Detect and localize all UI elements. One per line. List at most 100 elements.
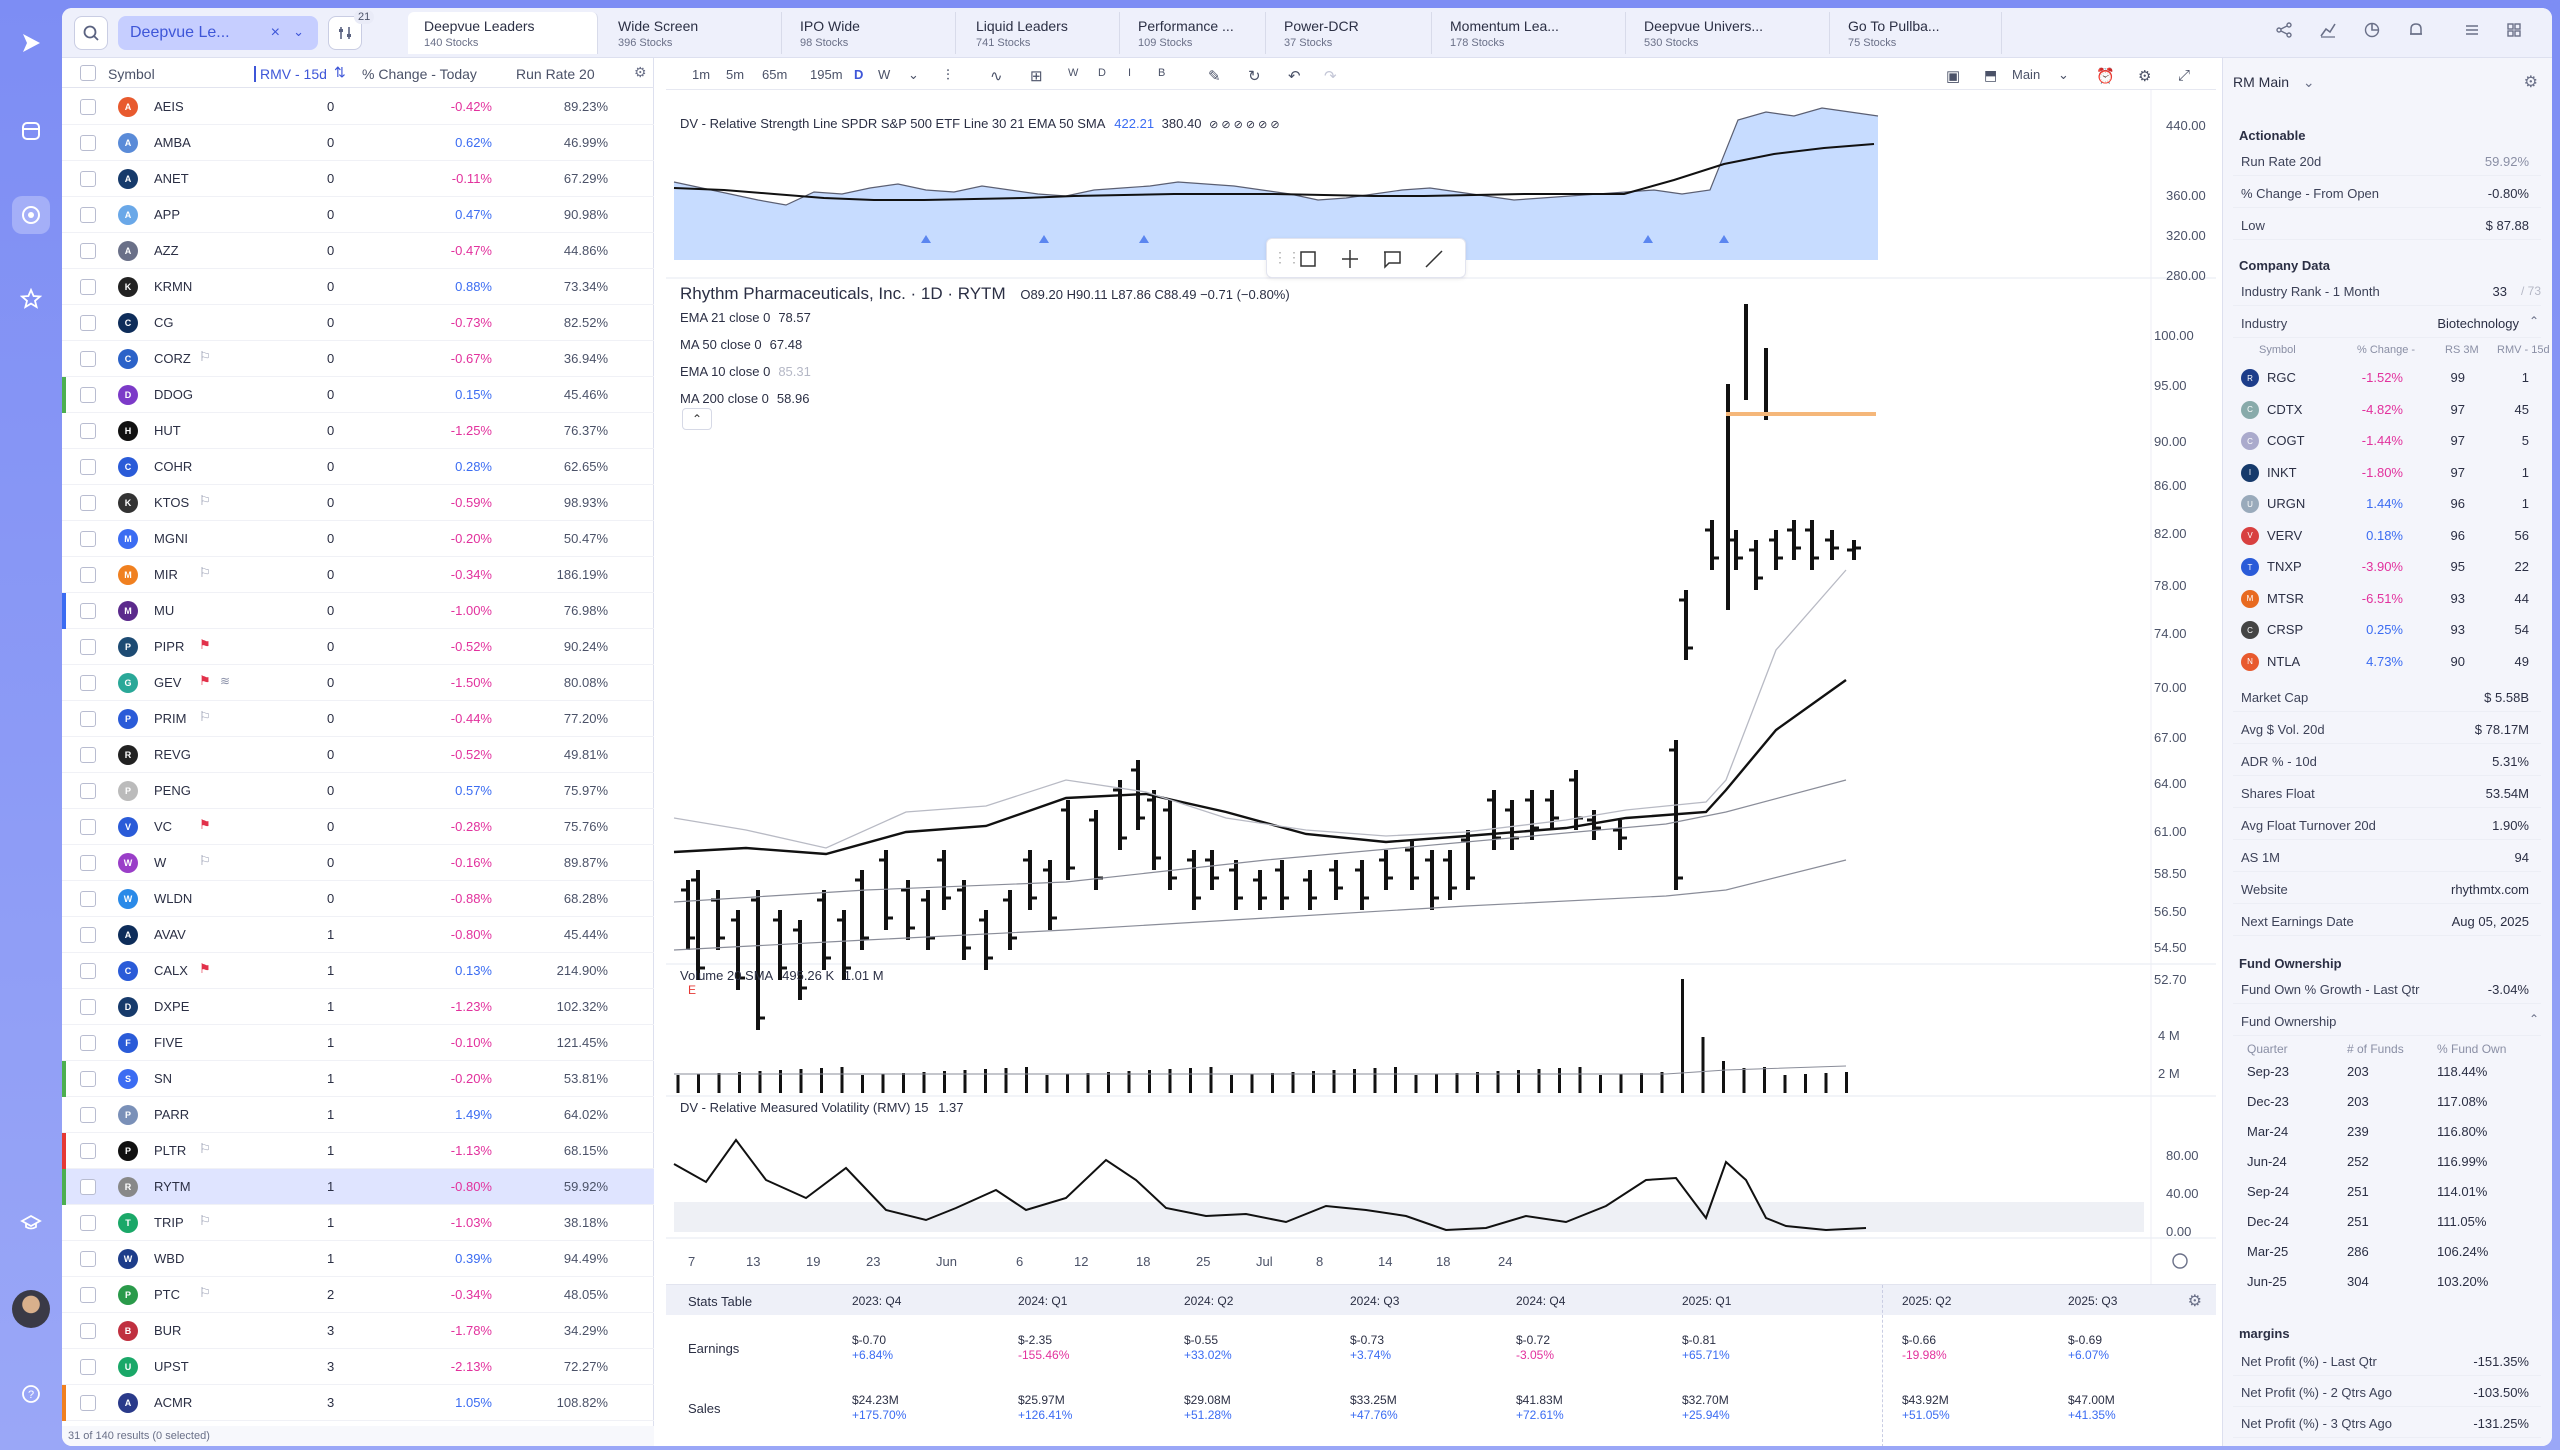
- chart-canvas[interactable]: 440.00 360.00 320.00 280.00 100.00 95.00 90.00…: [666, 90, 2216, 1284]
- table-row[interactable]: P PTC ⚐ 2 -0.34% 48.05%: [62, 1277, 654, 1313]
- fund-subheader[interactable]: Fund Ownership ⌃: [2233, 1006, 2541, 1036]
- row-checkbox[interactable]: [80, 1035, 96, 1051]
- row-checkbox[interactable]: [80, 999, 96, 1015]
- row-checkbox[interactable]: [80, 1215, 96, 1231]
- education-icon[interactable]: [12, 1204, 50, 1242]
- row-checkbox[interactable]: [80, 675, 96, 691]
- collapse-legend-button[interactable]: ⌃: [682, 408, 712, 430]
- compare-icon[interactable]: ⊞: [1030, 68, 1043, 85]
- table-row[interactable]: M MIR ⚐ 0 -0.34% 186.19%: [62, 557, 654, 593]
- panel-settings-icon[interactable]: ⚙: [2523, 74, 2538, 91]
- drag-handle-icon[interactable]: ⋮⋮: [1273, 249, 1301, 265]
- flag-icon[interactable]: ⚑: [199, 817, 211, 832]
- interval-3[interactable]: 195m: [810, 67, 843, 82]
- row-checkbox[interactable]: [80, 207, 96, 223]
- table-row[interactable]: P PLTR ⚐ 1 -1.13% 68.15%: [62, 1133, 654, 1169]
- row-checkbox[interactable]: [80, 783, 96, 799]
- table-row[interactable]: A APP 0 0.47% 90.98%: [62, 197, 654, 233]
- chevron-down-icon[interactable]: ⌄: [2302, 74, 2315, 90]
- col-change[interactable]: % Change - Today: [362, 66, 477, 82]
- industry-row[interactable]: I INKT -1.80% 97 1: [2233, 457, 2541, 488]
- table-row[interactable]: A ANET 0 -0.11% 67.29%: [62, 161, 654, 197]
- tab-8[interactable]: Go To Pullba... 75 Stocks: [1832, 12, 2002, 54]
- tab-4[interactable]: Performance ... 109 Stocks: [1122, 12, 1266, 54]
- table-row[interactable]: C CG 0 -0.73% 82.52%: [62, 305, 654, 341]
- stats-settings-icon[interactable]: ⚙: [2187, 1293, 2202, 1310]
- sort-arrow-icon[interactable]: ⇅: [334, 64, 346, 80]
- row-checkbox[interactable]: [80, 1287, 96, 1303]
- share-icon[interactable]: [2272, 21, 2296, 45]
- table-row[interactable]: P PIPR ⚑ 0 -0.52% 90.24%: [62, 629, 654, 665]
- line-chart-icon[interactable]: [2316, 21, 2340, 45]
- interval-0[interactable]: 1m: [692, 67, 711, 82]
- col-rmv[interactable]: RMV - 15d: [254, 66, 327, 82]
- interval-2[interactable]: 65m: [762, 67, 788, 82]
- measure-tool-icon[interactable]: [1339, 248, 1361, 270]
- tab-7[interactable]: Deepvue Univers... 530 Stocks: [1628, 12, 1830, 54]
- table-row[interactable]: C COHR 0 0.28% 62.65%: [62, 449, 654, 485]
- tab-0[interactable]: Deepvue Leaders 140 Stocks: [408, 12, 598, 54]
- redo-icon[interactable]: ↷: [1324, 68, 1337, 85]
- row-checkbox[interactable]: [80, 927, 96, 943]
- row-checkbox[interactable]: [80, 135, 96, 151]
- row-checkbox[interactable]: [80, 639, 96, 655]
- flag-icon[interactable]: ⚑: [199, 673, 211, 688]
- table-row[interactable]: D DXPE 1 -1.23% 102.32%: [62, 989, 654, 1025]
- row-checkbox[interactable]: [80, 171, 96, 187]
- row-checkbox[interactable]: [80, 243, 96, 259]
- row-checkbox[interactable]: [80, 711, 96, 727]
- row-checkbox[interactable]: [80, 531, 96, 547]
- refresh-icon[interactable]: ↻: [1248, 68, 1261, 85]
- tab-1[interactable]: Wide Screen 396 Stocks: [602, 12, 782, 54]
- tab-6[interactable]: Momentum Lea... 178 Stocks: [1434, 12, 1626, 54]
- row-checkbox[interactable]: [80, 1395, 96, 1411]
- table-row[interactable]: W W ⚐ 0 -0.16% 89.87%: [62, 845, 654, 881]
- timeframe-letter-0[interactable]: W: [1068, 67, 1079, 79]
- panel-title[interactable]: RM Main ⌄: [2233, 74, 2315, 91]
- row-checkbox[interactable]: [80, 1071, 96, 1087]
- bell-icon[interactable]: [2404, 21, 2428, 45]
- table-row[interactable]: A AZZ 0 -0.47% 44.86%: [62, 233, 654, 269]
- chevron-down-icon[interactable]: ⌄: [2058, 67, 2069, 82]
- industry-row[interactable]: C CRSP 0.25% 93 54: [2233, 614, 2541, 645]
- interval-5[interactable]: W: [878, 67, 891, 82]
- alert-icon[interactable]: ⏰: [2096, 68, 2115, 85]
- col-symbol[interactable]: Symbol: [108, 66, 155, 82]
- table-row[interactable]: C CALX ⚑ 1 0.13% 214.90%: [62, 953, 654, 989]
- pencil-icon[interactable]: ✎: [1208, 68, 1221, 85]
- table-row[interactable]: S SN 1 -0.20% 53.81%: [62, 1061, 654, 1097]
- row-checkbox[interactable]: [80, 1359, 96, 1375]
- interval-4[interactable]: D: [854, 67, 864, 82]
- industry-row[interactable]: U URGN 1.44% 96 1: [2233, 488, 2541, 519]
- table-row[interactable]: T TRIP ⚐ 1 -1.03% 38.18%: [62, 1205, 654, 1241]
- chevron-down-icon[interactable]: ⌄: [293, 24, 304, 39]
- logo-icon[interactable]: [12, 24, 50, 62]
- chart-settings-icon[interactable]: ⚙: [2138, 68, 2152, 85]
- industry-row[interactable]: C CDTX -4.82% 97 45: [2233, 394, 2541, 425]
- flag-icon[interactable]: ⚐: [199, 493, 211, 508]
- row-checkbox[interactable]: [80, 747, 96, 763]
- row-checkbox[interactable]: [80, 351, 96, 367]
- flag-icon[interactable]: ⚐: [199, 709, 211, 724]
- flag-icon[interactable]: ⚑: [199, 637, 211, 652]
- row-checkbox[interactable]: [80, 567, 96, 583]
- charts-nav-icon[interactable]: [12, 196, 50, 234]
- flag-icon[interactable]: ⚐: [199, 1141, 211, 1156]
- table-row[interactable]: C CORZ ⚐ 0 -0.67% 36.94%: [62, 341, 654, 377]
- clear-icon[interactable]: ×: [270, 24, 280, 41]
- table-row[interactable]: R REVG 0 -0.52% 49.81%: [62, 737, 654, 773]
- table-row[interactable]: W WLDN 0 -0.88% 68.28%: [62, 881, 654, 917]
- industry-row[interactable]: M MTSR -6.51% 93 44: [2233, 583, 2541, 614]
- row-checkbox[interactable]: [80, 495, 96, 511]
- watchlist-select[interactable]: Deepvue Le... × ⌄: [118, 16, 318, 50]
- col-runrate[interactable]: Run Rate 20: [516, 66, 595, 82]
- row-checkbox[interactable]: [80, 891, 96, 907]
- table-row[interactable]: P PENG 0 0.57% 75.97%: [62, 773, 654, 809]
- flag-icon[interactable]: ⚐: [199, 853, 211, 868]
- undo-icon[interactable]: ↶: [1288, 68, 1301, 85]
- flag-icon[interactable]: ⚐: [199, 1285, 211, 1300]
- flag-icon[interactable]: ⚐: [199, 1213, 211, 1228]
- trendline-tool-icon[interactable]: [1423, 248, 1445, 270]
- table-row[interactable]: D DDOG 0 0.15% 45.46%: [62, 377, 654, 413]
- indicators-icon[interactable]: ∿: [990, 68, 1003, 85]
